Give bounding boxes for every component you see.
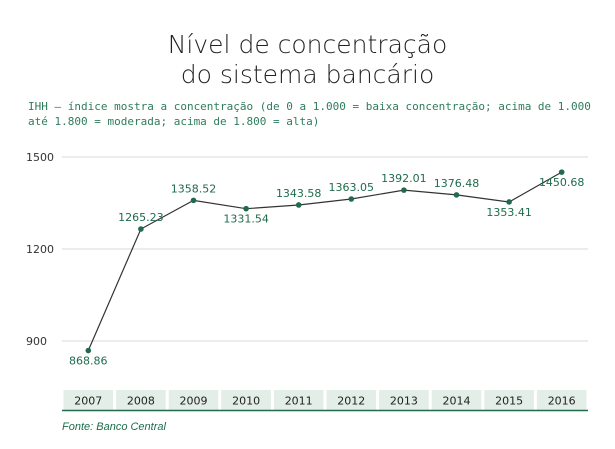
source-note: Fonte: Banco Central bbox=[62, 421, 166, 433]
chart-subtitle: IHH – índice mostra a concentração (de 0… bbox=[28, 99, 598, 129]
x-category-band bbox=[116, 390, 166, 410]
x-tick-label: 2009 bbox=[180, 395, 208, 408]
x-category-band bbox=[484, 390, 534, 410]
data-label: 1331.54 bbox=[223, 213, 269, 226]
data-label: 1343.58 bbox=[276, 187, 322, 200]
x-tick-label: 2013 bbox=[390, 395, 418, 408]
data-point bbox=[295, 202, 302, 208]
x-tick-label: 2015 bbox=[495, 395, 523, 408]
data-point bbox=[558, 169, 565, 175]
x-category-band bbox=[379, 390, 429, 410]
data-label: 1358.52 bbox=[171, 182, 217, 195]
data-point bbox=[190, 197, 197, 204]
x-tick-label: 2014 bbox=[443, 395, 471, 408]
y-tick-label: 1200 bbox=[26, 243, 54, 256]
x-category-band bbox=[63, 390, 114, 410]
data-point bbox=[243, 205, 249, 212]
chart-title-line-2: do sistema bancário bbox=[180, 60, 435, 89]
x-category-band bbox=[326, 390, 377, 410]
x-tick-label: 2016 bbox=[548, 395, 576, 408]
data-label: 868.86 bbox=[69, 355, 108, 368]
chart-subtitle-line-1: IHH – índice mostra a concentração (de 0… bbox=[28, 100, 591, 113]
x-category-band bbox=[221, 390, 271, 410]
data-point bbox=[401, 187, 407, 193]
data-label: 1392.01 bbox=[381, 172, 427, 185]
x-tick-label: 2011 bbox=[285, 395, 313, 408]
chart-title: Nível de concentração do sistema bancári… bbox=[0, 30, 615, 90]
x-category-band bbox=[168, 390, 219, 410]
data-label: 1363.05 bbox=[329, 181, 375, 194]
y-tick-label: 1500 bbox=[26, 151, 54, 164]
x-tick-label: 2008 bbox=[127, 395, 155, 408]
data-point bbox=[506, 199, 512, 205]
data-label: 1450.68 bbox=[539, 176, 585, 189]
x-category-band bbox=[273, 390, 324, 410]
data-point bbox=[348, 196, 355, 202]
data-point bbox=[138, 226, 144, 232]
data-point bbox=[453, 192, 460, 198]
x-category-band bbox=[431, 390, 482, 410]
x-tick-label: 2012 bbox=[337, 395, 365, 408]
data-label: 1376.48 bbox=[434, 177, 480, 190]
chart-title-line-1: Nível de concentração bbox=[167, 30, 448, 59]
y-tick-label: 900 bbox=[26, 335, 47, 348]
data-label: 1353.41 bbox=[486, 206, 532, 219]
x-tick-label: 2007 bbox=[74, 395, 102, 408]
series-line bbox=[87, 171, 562, 351]
x-category-band bbox=[536, 390, 587, 410]
chart-subtitle-line-2: até 1.800 = moderada; acima de 1.800 = a… bbox=[28, 115, 320, 128]
data-point bbox=[85, 347, 92, 354]
data-label: 1265.23 bbox=[118, 211, 164, 224]
x-tick-label: 2010 bbox=[232, 395, 260, 408]
